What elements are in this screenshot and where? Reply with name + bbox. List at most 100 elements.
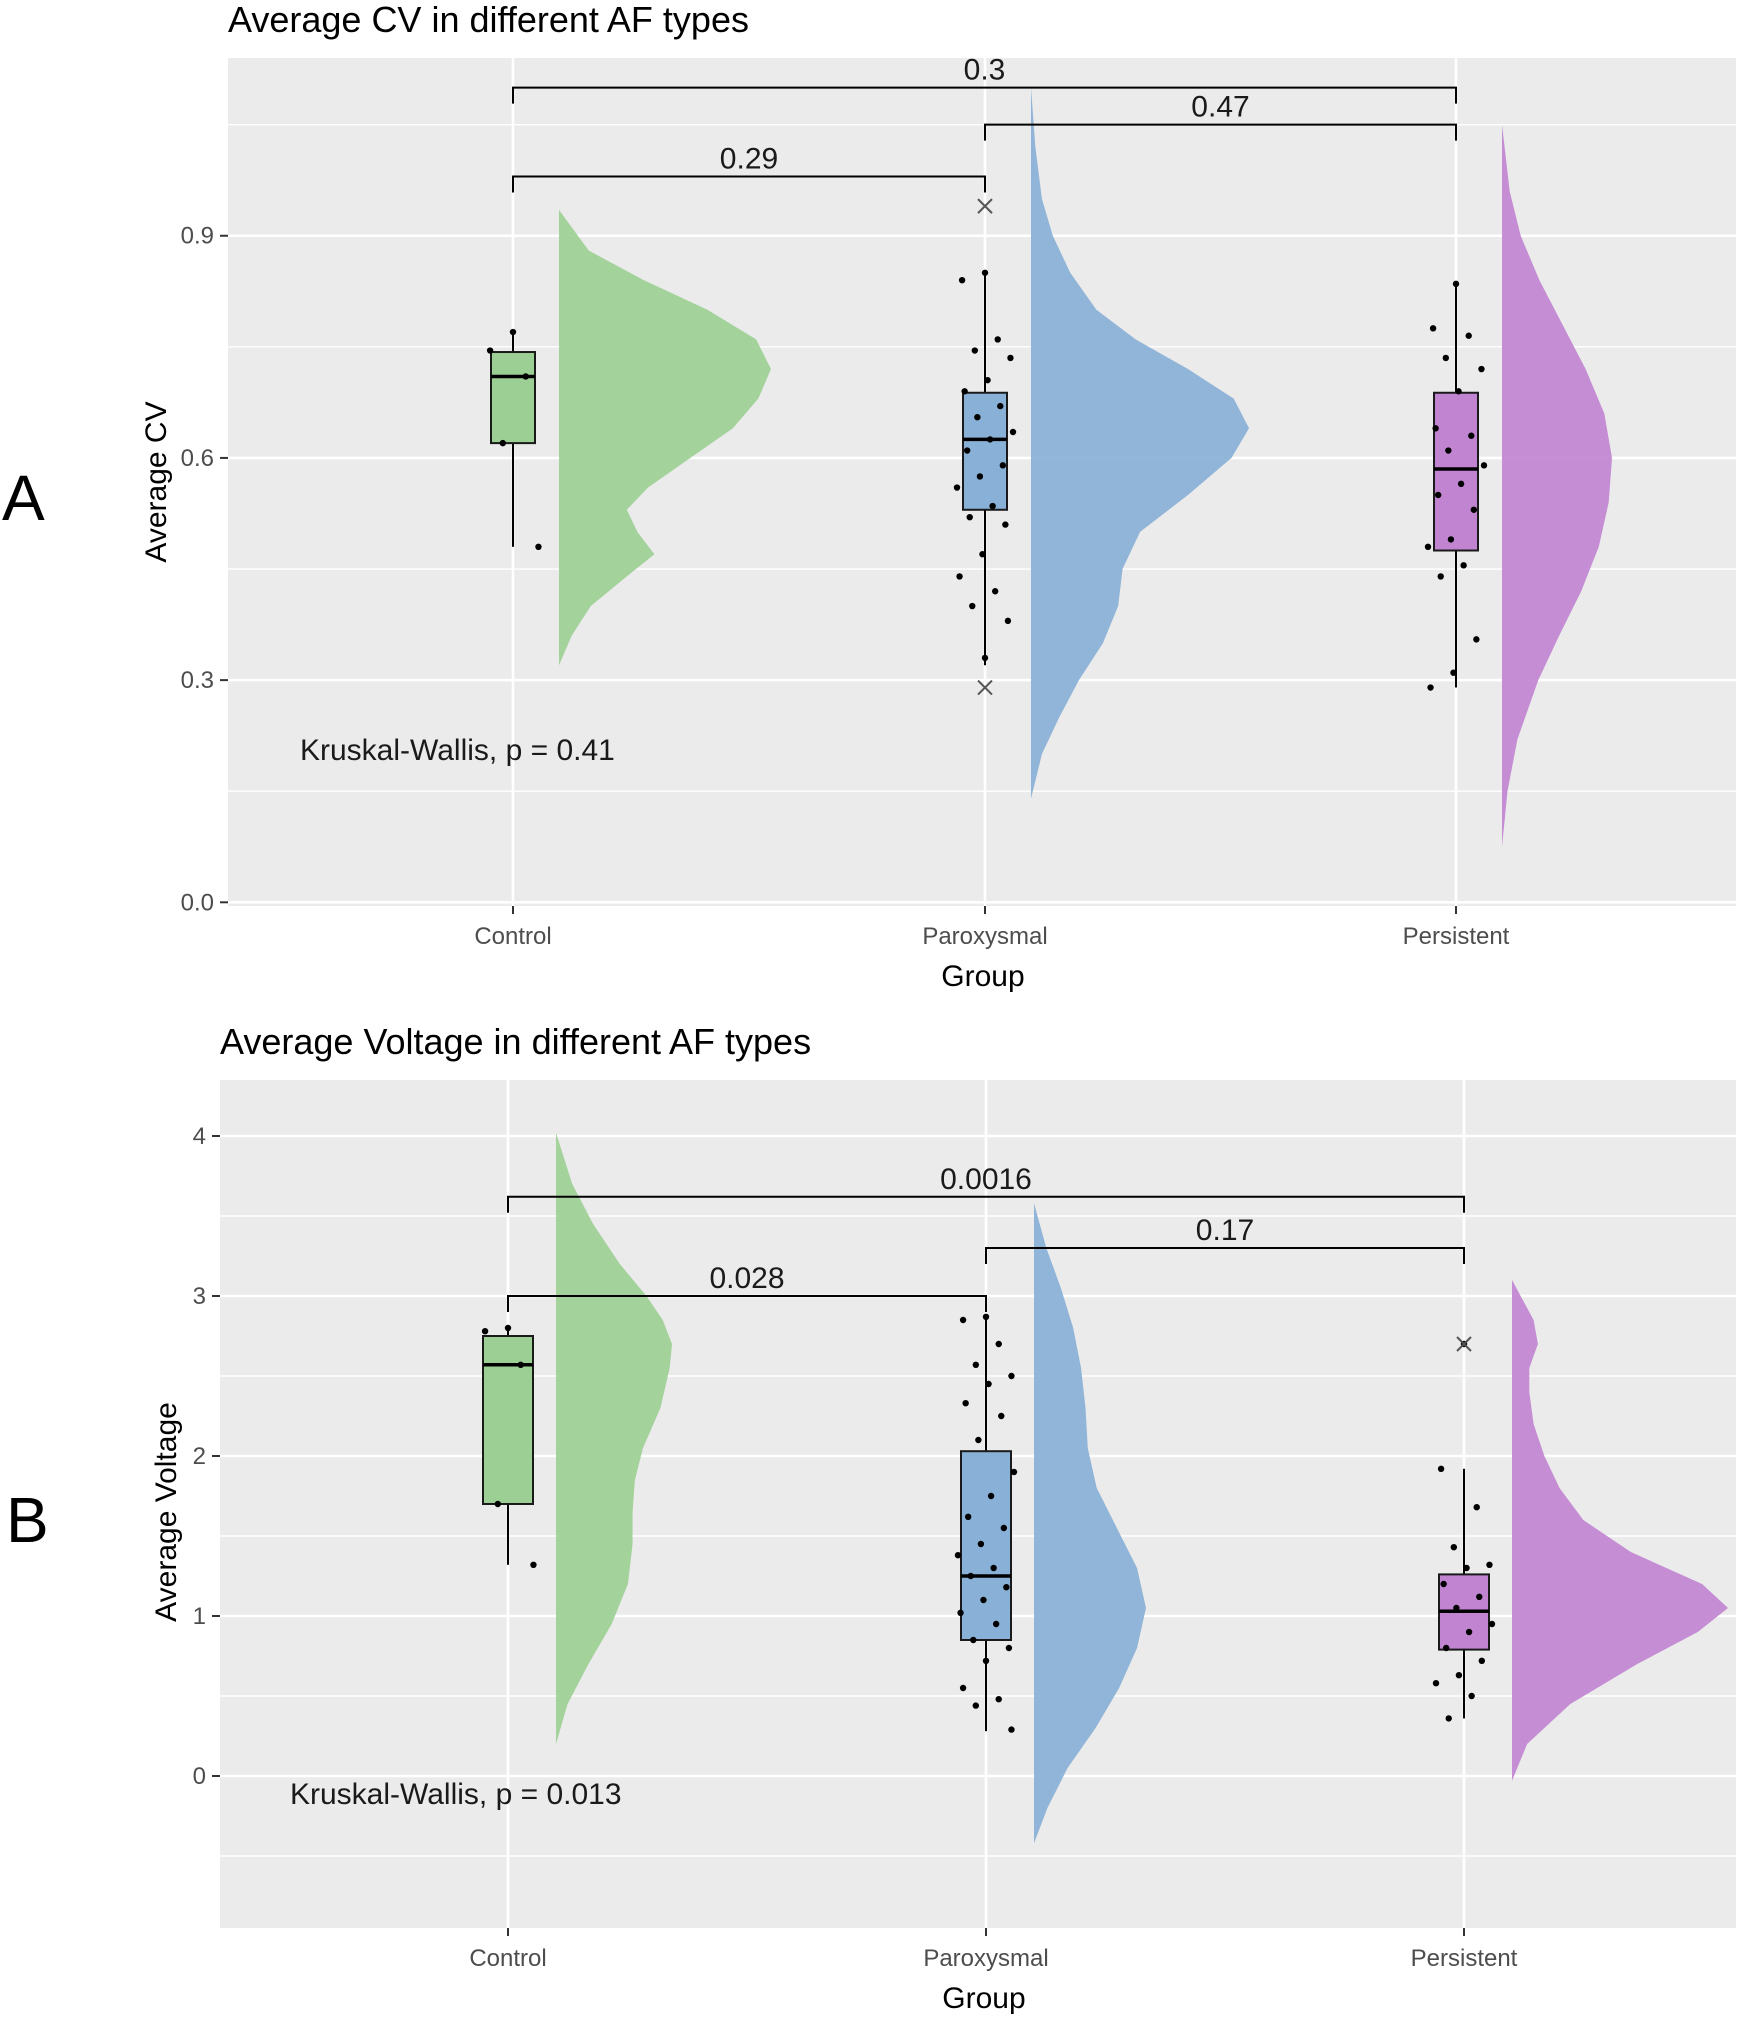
b-point-paroxysmal-8: [975, 1436, 982, 1444]
a-density-control: [559, 209, 771, 666]
b-point-control-3: [494, 1500, 502, 1508]
a-point-persistent-18: [1450, 669, 1457, 676]
a-point-persistent-11: [1434, 491, 1442, 499]
a-point-paroxysmal-10: [986, 436, 994, 443]
panel-b-outliers: [1456, 1336, 1472, 1352]
panel-a-points: [486, 269, 1488, 691]
b-point-paroxysmal-25: [995, 1696, 1002, 1703]
a-point-paroxysmal-5: [984, 376, 991, 384]
a-point-paroxysmal-1: [958, 276, 966, 284]
b-point-persistent-12: [1478, 1657, 1486, 1665]
b-point-persistent-15: [1468, 1692, 1475, 1700]
b-point-persistent-16: [1445, 1715, 1452, 1722]
panel-b-densities: [556, 1132, 1728, 1844]
panel-a-x-ticks: Control Paroxysmal Persistent: [474, 906, 1510, 950]
a-point-paroxysmal-19: [956, 573, 963, 580]
panel-a-letter: A: [2, 462, 45, 534]
b-point-paroxysmal-7: [998, 1412, 1005, 1420]
a-bracket-label-0: 0.3: [964, 54, 1006, 87]
b-point-persistent-3: [1450, 1544, 1458, 1551]
a-point-persistent-2: [1465, 332, 1472, 339]
panel-b-brackets: 0.0016 0.17 0.028: [507, 1163, 1465, 1312]
b-point-paroxysmal-24: [959, 1684, 967, 1692]
b-point-paroxysmal-19: [957, 1609, 964, 1617]
a-point-persistent-10: [1457, 480, 1465, 488]
b-point-persistent-7: [1476, 1593, 1483, 1601]
b-point-paroxysmal-23: [982, 1657, 990, 1665]
b-point-paroxysmal-14: [954, 1552, 962, 1559]
panel-a-densities: [559, 87, 1612, 847]
a-point-persistent-17: [1473, 636, 1480, 643]
b-point-paroxysmal-12: [1000, 1524, 1008, 1532]
a-point-paroxysmal-12: [999, 462, 1007, 469]
panel-a-boxplots: [490, 272, 1479, 688]
b-point-persistent-11: [1442, 1644, 1450, 1652]
panel-a-x-axis-label: Group: [941, 960, 1024, 993]
a-bracket-label-1: 0.47: [1191, 91, 1249, 124]
b-point-paroxysmal-26: [972, 1702, 980, 1709]
b-point-paroxysmal-16: [967, 1572, 974, 1580]
a-point-persistent-6: [1432, 425, 1439, 432]
b-point-persistent-14: [1432, 1680, 1440, 1687]
a-box-persistent: [1433, 391, 1479, 552]
a-y-tick-label-2: 0.6: [181, 445, 214, 472]
b-point-paroxysmal-11: [964, 1513, 972, 1521]
b-bracket-0: [507, 1195, 1465, 1213]
a-point-persistent-12: [1470, 506, 1478, 513]
b-point-paroxysmal-17: [1003, 1584, 1010, 1591]
a-point-paroxysmal-20: [991, 588, 999, 595]
a-point-paroxysmal-16: [966, 513, 973, 521]
a-bracket-2: [512, 175, 986, 193]
b-bracket-2: [507, 1295, 987, 1312]
a-point-persistent-1: [1429, 325, 1437, 332]
a-y-tick-label-0: 0.0: [181, 889, 214, 916]
b-point-paroxysmal-1: [959, 1316, 967, 1324]
b-point-paroxysmal-18: [980, 1596, 987, 1604]
b-y-tick-label-2: 2: [193, 1443, 206, 1470]
panel-a-outliers: [977, 198, 993, 696]
panel-b-y-axis-label: Average Voltage: [150, 1402, 183, 1622]
a-point-persistent-0: [1452, 280, 1460, 288]
b-y-tick-label-1: 1: [193, 1603, 206, 1630]
a-density-paroxysmal: [1031, 87, 1249, 799]
a-point-paroxysmal-8: [974, 413, 981, 421]
a-point-persistent-14: [1424, 543, 1432, 551]
a-point-paroxysmal-4: [1007, 354, 1014, 362]
b-point-control-1: [481, 1328, 489, 1335]
panel-a-y-axis-label: Average CV: [140, 401, 173, 562]
a-outlier-paroxysmal-1: [977, 679, 993, 696]
a-point-paroxysmal-3: [971, 347, 979, 354]
panel-a: A Average CV in different AF types 0.30.…: [2, 0, 1736, 993]
b-point-control-0: [504, 1324, 512, 1332]
a-point-paroxysmal-21: [969, 602, 976, 610]
b-point-paroxysmal-21: [970, 1636, 977, 1644]
panel-b-title: Average Voltage in different AF types: [220, 1021, 811, 1062]
b-point-persistent-10: [1465, 1628, 1473, 1636]
panel-b-boxplots: [482, 1316, 1490, 1732]
a-box-paroxysmal: [962, 391, 1008, 511]
a-point-paroxysmal-6: [961, 388, 968, 395]
a-point-persistent-15: [1460, 562, 1467, 569]
a-point-paroxysmal-2: [994, 336, 1001, 343]
a-point-persistent-4: [1478, 365, 1485, 373]
b-y-tick-label-4: 4: [193, 1123, 206, 1150]
panel-a-brackets: 0.3 0.47 0.29: [512, 54, 1457, 193]
a-point-paroxysmal-23: [981, 654, 989, 662]
b-point-persistent-8: [1453, 1604, 1460, 1612]
a-point-persistent-9: [1480, 462, 1488, 469]
b-x-tick-label-paroxysmal: Paroxysmal: [923, 1945, 1048, 1972]
b-point-paroxysmal-0: [982, 1313, 990, 1321]
panel-b: B Average Voltage in different AF types …: [6, 1021, 1736, 2015]
a-bracket-label-2: 0.29: [720, 142, 778, 175]
b-point-paroxysmal-2: [995, 1340, 1002, 1348]
b-point-control-2: [517, 1361, 524, 1369]
b-point-persistent-6: [1440, 1580, 1447, 1588]
a-point-paroxysmal-0: [981, 269, 989, 276]
b-point-paroxysmal-27: [1008, 1726, 1015, 1733]
b-x-tick-label-control: Control: [469, 1945, 546, 1972]
b-box-paroxysmal: [960, 1450, 1012, 1641]
a-point-persistent-8: [1445, 447, 1452, 454]
a-point-control-1: [486, 347, 494, 354]
b-bracket-label-1: 0.17: [1196, 1214, 1254, 1247]
panel-b-points: [481, 1313, 1496, 1733]
